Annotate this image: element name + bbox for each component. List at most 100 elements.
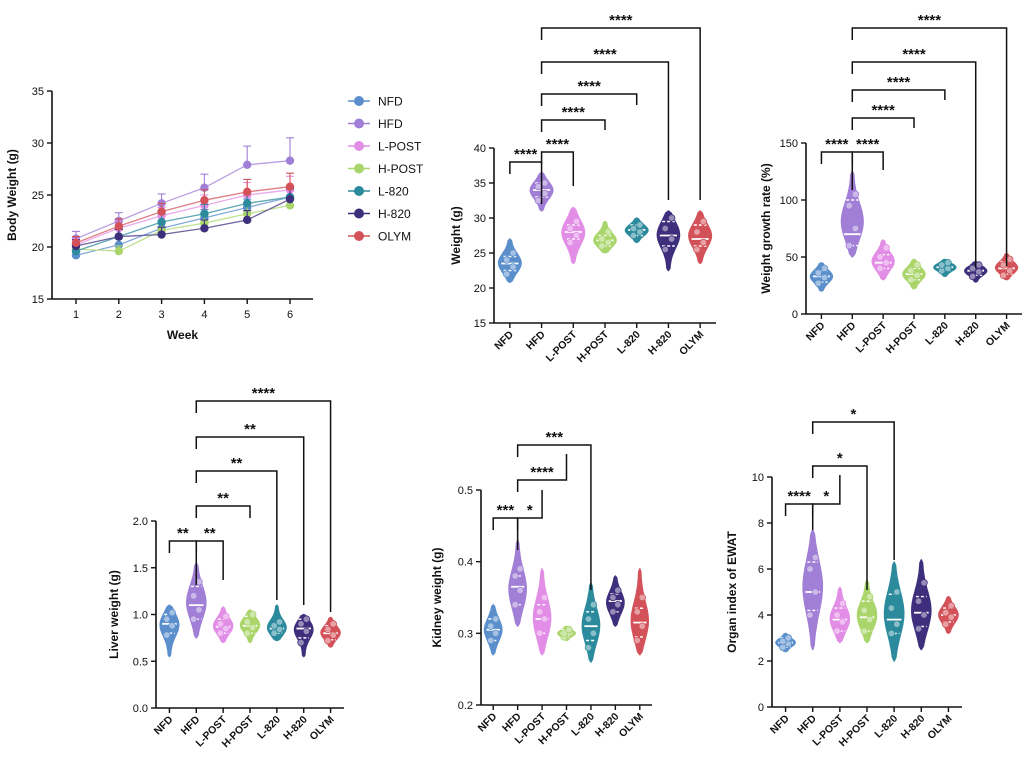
bracket-line <box>516 490 543 530</box>
violin-body <box>910 559 932 651</box>
data-point <box>511 600 519 609</box>
data-point <box>157 207 166 216</box>
data-point <box>163 615 171 623</box>
bracket-nfd-vs-hfd: **** <box>820 136 854 190</box>
data-point <box>589 600 598 609</box>
series-line-segment <box>204 191 248 201</box>
bracket-hfd-vs-l-820: * <box>811 406 895 560</box>
bracket-line <box>195 470 278 600</box>
legend-swatch-h-820 <box>354 208 364 219</box>
series-line-segment <box>118 229 162 252</box>
violin-olym <box>688 210 713 265</box>
data-point <box>667 214 676 222</box>
x-tick-label: NFD <box>804 319 828 343</box>
data-point <box>866 592 874 601</box>
data-point <box>487 622 495 630</box>
data-point <box>975 261 983 269</box>
significance-label: * <box>837 450 843 467</box>
bracket-line <box>516 454 568 492</box>
data-point <box>270 622 278 630</box>
x-tick-label: 6 <box>287 309 293 321</box>
violin-l-post <box>829 586 851 644</box>
x-tick-label: H-820 <box>593 711 622 740</box>
data-point <box>487 636 495 645</box>
bracket-hfd-vs-l-820: *** <box>516 429 592 590</box>
data-point <box>633 636 642 645</box>
x-tick-label: H-POST <box>575 328 612 365</box>
data-point <box>845 241 853 250</box>
x-tick-label: NFD <box>476 710 500 734</box>
violin-hfd <box>508 539 528 627</box>
series-line-segment <box>247 196 291 209</box>
y-axis-title: Weight (g) <box>449 206 463 264</box>
legend-swatch-olym <box>354 231 364 241</box>
violin-l-820 <box>933 258 957 277</box>
violin-hfd <box>185 562 207 639</box>
data-point <box>509 263 517 271</box>
data-point <box>114 246 124 256</box>
series-line-segment <box>247 186 291 193</box>
data-point <box>614 600 622 609</box>
y-tick-label: 0.3 <box>458 628 473 640</box>
data-point <box>938 261 946 269</box>
x-tick-label: 1 <box>73 309 79 321</box>
data-point <box>838 599 847 608</box>
data-point <box>638 593 646 602</box>
significance-label: ** <box>204 525 216 542</box>
y-tick-label: 1.0 <box>133 610 148 622</box>
y-axis-title: Liver weight (g) <box>107 570 121 659</box>
bracket-hfd-vs-h-820: ** <box>195 421 305 605</box>
violin-h-820 <box>910 559 932 651</box>
series-olym <box>71 172 295 248</box>
x-tick-label: L-POST <box>854 319 890 355</box>
data-point <box>784 634 793 642</box>
series-line-segment <box>204 194 248 207</box>
data-point <box>541 189 549 198</box>
legend-label: NFD <box>378 95 403 109</box>
series-line-segment <box>161 227 205 236</box>
bracket-hfd-vs-l-820: **** <box>540 78 638 106</box>
data-point <box>216 629 225 637</box>
significance-label: **** <box>609 12 633 29</box>
bracket-line <box>540 93 638 106</box>
data-point <box>811 553 820 562</box>
y-tick-label: 15 <box>474 318 486 330</box>
data-point <box>216 620 225 628</box>
bracket-hfd-vs-olym: **** <box>540 12 701 200</box>
y-tick-label: 25 <box>474 248 486 260</box>
series-line-segment <box>204 202 248 215</box>
bracket-nfd-vs-hfd: *** <box>492 502 519 550</box>
x-tick-label: HFD <box>179 713 203 737</box>
data-point <box>534 182 543 191</box>
data-point <box>845 201 853 210</box>
violin-olym <box>994 253 1019 281</box>
y-tick-label: 150 <box>780 138 798 150</box>
data-point <box>297 638 305 647</box>
y-tick-label: 0.4 <box>458 557 473 569</box>
data-point <box>200 196 209 205</box>
x-tick-label: HFD <box>835 319 859 343</box>
data-point <box>629 224 638 233</box>
significance-label: **** <box>546 136 570 153</box>
bracket-line <box>820 151 854 190</box>
data-point <box>833 627 841 635</box>
bracket-hfd-vs-l-post: * <box>811 475 841 516</box>
data-point <box>814 279 823 287</box>
legend-label: L-820 <box>378 185 409 199</box>
data-point <box>535 629 544 638</box>
x-tick-label: 2 <box>116 309 122 321</box>
series-line-segment <box>75 220 120 240</box>
legend-label: OLYM <box>378 230 411 244</box>
significance-label: *** <box>497 502 515 519</box>
y-tick-label: 6 <box>758 564 764 576</box>
y-tick-label: 0.0 <box>133 703 148 715</box>
violin-h-post <box>239 609 261 644</box>
data-point <box>947 613 955 621</box>
series-line-segment <box>118 211 162 227</box>
data-point <box>168 608 176 617</box>
data-point <box>920 579 928 587</box>
violin-h-post <box>593 220 617 254</box>
violin-olym <box>320 616 341 648</box>
legend-swatch-l-post <box>354 141 364 151</box>
